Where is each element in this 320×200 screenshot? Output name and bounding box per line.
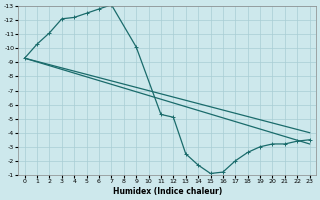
X-axis label: Humidex (Indice chaleur): Humidex (Indice chaleur) xyxy=(113,187,222,196)
